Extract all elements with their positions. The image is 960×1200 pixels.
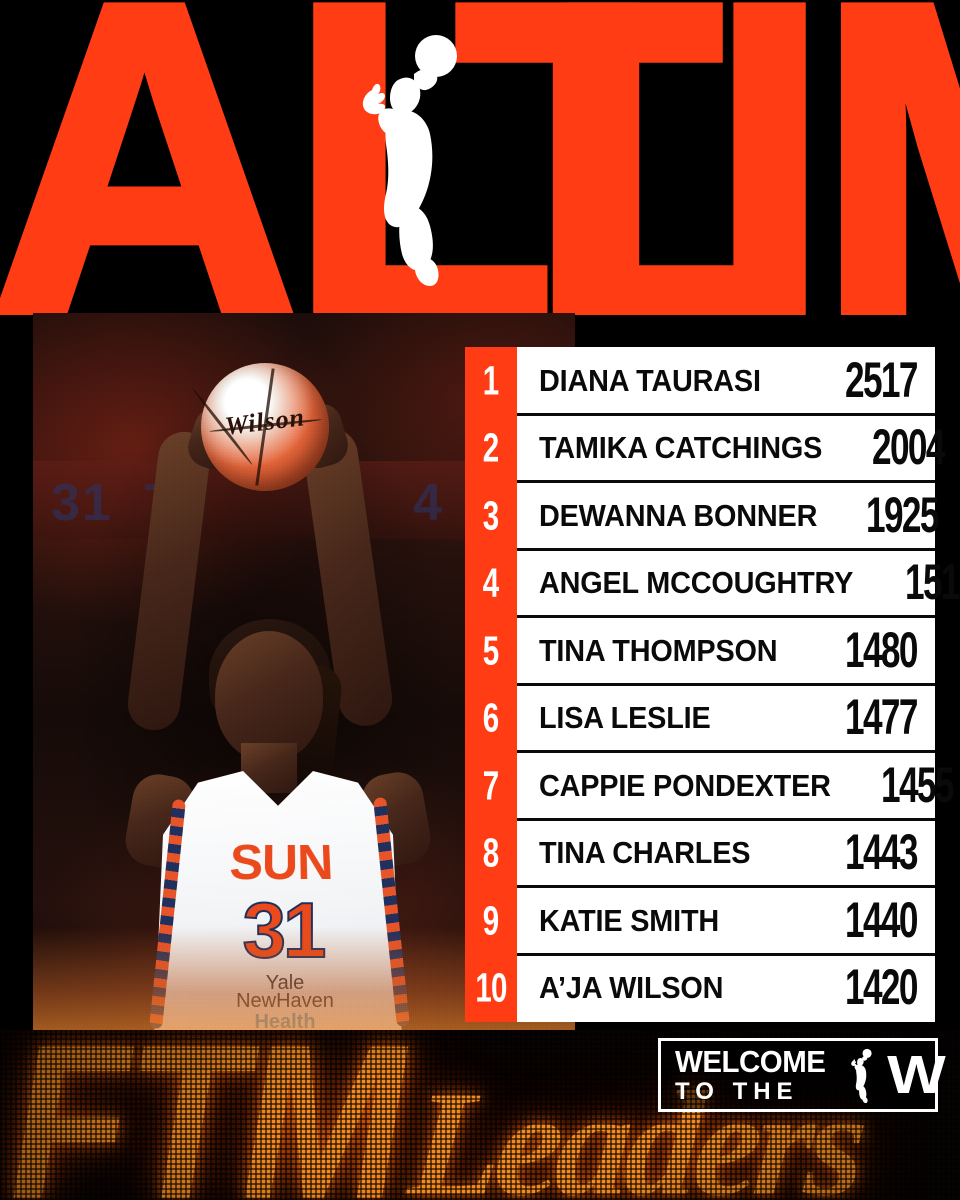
- rank-cell: 6: [465, 684, 517, 752]
- table-row[interactable]: 3 DEWANNA BONNER 1925: [465, 480, 940, 550]
- rank-cell: 9: [465, 887, 517, 955]
- stat-value-cell: 1440: [845, 892, 919, 949]
- table-row[interactable]: 9 KATIE SMITH 1440: [465, 885, 935, 955]
- stat-value-cell: 1480: [845, 622, 919, 679]
- stat-value-cell: 1420: [845, 959, 919, 1016]
- footer-stat-label: FTM: [10, 1030, 405, 1200]
- player-head: [215, 631, 323, 761]
- table-row[interactable]: 2 TAMIKA CATCHINGS 2004: [465, 412, 945, 482]
- stat-value-cell: 1512: [904, 554, 960, 611]
- player-name-cell: A’JA WILSON: [539, 970, 724, 1006]
- rank-cell: 1: [465, 347, 517, 415]
- rank-cell: 3: [465, 482, 517, 550]
- player-name-cell: LISA LESLIE: [539, 700, 711, 736]
- table-row[interactable]: 8 TINA CHARLES 1443: [465, 817, 935, 887]
- stat-value-cell: 1443: [845, 824, 919, 881]
- leaderboard-table: 1 DIANA TAURASI 2517 2 TAMIKA CATCHINGS …: [465, 347, 960, 1022]
- badge-line1: WELCOME: [675, 1044, 826, 1080]
- title-band: ALL TIME: [0, 0, 960, 315]
- player-name-cell: DEWANNA BONNER: [539, 497, 818, 533]
- stat-value-cell: 1455: [880, 757, 955, 814]
- rank-cell: 4: [465, 549, 517, 617]
- player-name-cell: TAMIKA CATCHINGS: [539, 430, 823, 466]
- stat-value-cell: 1477: [845, 689, 919, 746]
- rank-cell: 10: [465, 954, 517, 1022]
- table-row[interactable]: 1 DIANA TAURASI 2517: [465, 347, 935, 415]
- table-row[interactable]: 4 ANGEL MCCOUGHTRY 1512: [465, 547, 960, 617]
- player-name-cell: KATIE SMITH: [539, 902, 720, 938]
- player-name-cell: ANGEL MCCOUGHTRY: [539, 565, 854, 601]
- table-row[interactable]: 5 TINA THOMPSON 1480: [465, 615, 935, 685]
- stat-value-cell: 2004: [871, 419, 946, 476]
- table-row[interactable]: 10 A’JA WILSON 1420: [465, 952, 935, 1022]
- rank-cell: 5: [465, 617, 517, 685]
- wnba-logo-icon: [843, 1046, 879, 1104]
- table-row[interactable]: 7 CAPPIE PONDEXTER 1455: [465, 750, 954, 820]
- rank-cell: 8: [465, 819, 517, 887]
- player-name-cell: TINA THOMPSON: [539, 632, 778, 668]
- welcome-to-the-w-badge[interactable]: WELCOME TO THE W: [658, 1038, 946, 1112]
- table-row[interactable]: 6 LISA LESLIE 1477: [465, 682, 935, 752]
- stat-value-cell: 1925: [866, 487, 940, 544]
- player-name-cell: CAPPIE PONDEXTER: [539, 767, 831, 803]
- badge-text-block: WELCOME TO THE: [675, 1044, 833, 1105]
- stat-value-cell: 2517: [845, 352, 919, 409]
- player-name-cell: DIANA TAURASI: [539, 362, 761, 398]
- rank-cell: 7: [465, 752, 517, 820]
- title-word-time: TIME: [450, 0, 960, 315]
- player-name-cell: TINA CHARLES: [539, 835, 751, 871]
- rank-cell: 2: [465, 414, 517, 482]
- basketball-icon: Wilson: [191, 363, 329, 491]
- badge-line2: TO THE: [675, 1077, 799, 1105]
- wnba-logo-icon: [352, 22, 464, 290]
- badge-w-mark: W: [887, 1045, 947, 1105]
